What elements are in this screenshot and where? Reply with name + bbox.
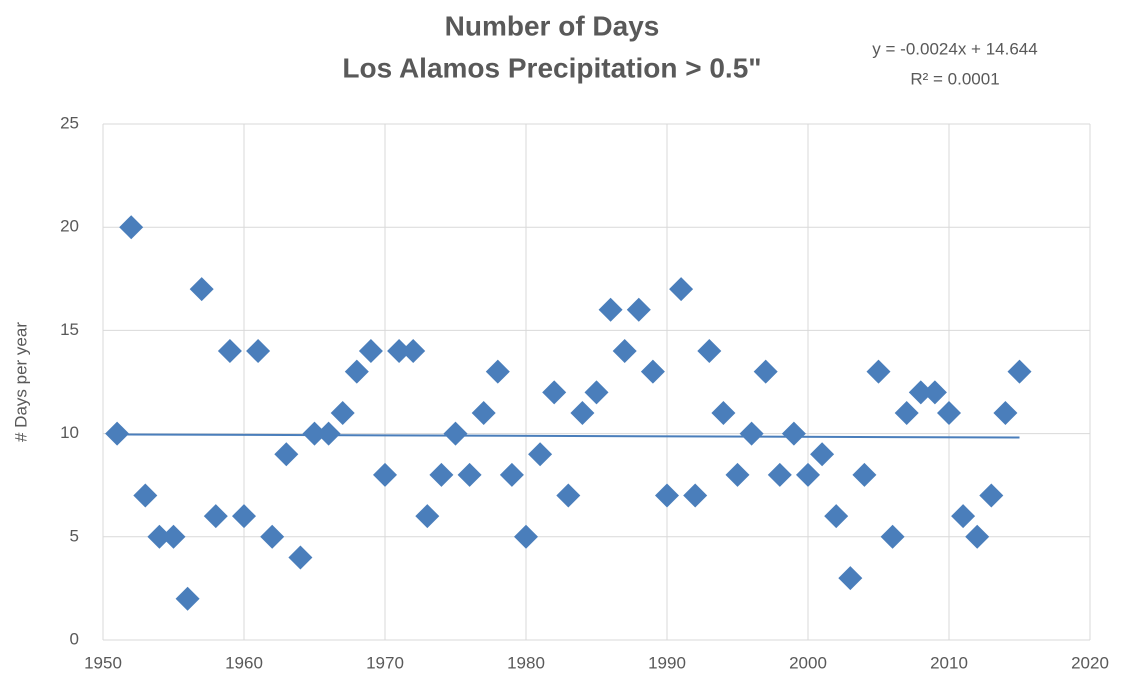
trend-equation: y = -0.0024x + 14.644 — [872, 39, 1037, 58]
x-tick-label: 1960 — [225, 653, 263, 672]
trendline — [117, 433, 1020, 439]
x-tick-label: 2000 — [789, 653, 827, 672]
y-tick-label: 15 — [60, 320, 79, 339]
point — [852, 462, 877, 487]
point — [387, 339, 412, 364]
point — [922, 380, 947, 405]
x-tick-label: 2020 — [1071, 653, 1109, 672]
point — [598, 297, 623, 322]
point — [655, 483, 679, 508]
point — [781, 421, 806, 446]
point — [824, 504, 849, 529]
x-tick-label: 1980 — [507, 653, 545, 672]
point — [993, 400, 1018, 425]
point — [880, 524, 905, 549]
point — [203, 504, 228, 529]
point — [979, 483, 1004, 508]
trend-r2: R² = 0.0001 — [910, 69, 999, 88]
x-tick-label: 1950 — [84, 653, 122, 672]
point — [316, 421, 341, 446]
point — [951, 504, 976, 529]
point — [528, 442, 553, 467]
y-tick-label: 5 — [70, 526, 79, 545]
point — [161, 524, 186, 549]
point — [401, 339, 426, 364]
x-tick-label: 2010 — [930, 653, 968, 672]
point — [965, 524, 990, 549]
point — [810, 442, 835, 467]
point — [330, 400, 355, 425]
point — [739, 421, 764, 446]
point — [217, 339, 242, 364]
y-axis-label: # Days per year — [11, 322, 30, 442]
y-tick-label: 0 — [70, 629, 79, 648]
x-tick-label: 1990 — [648, 653, 686, 672]
point — [189, 277, 214, 302]
point — [415, 504, 440, 529]
point — [866, 359, 891, 384]
point — [274, 442, 299, 467]
point — [485, 359, 510, 384]
point — [838, 566, 863, 591]
point — [753, 359, 778, 384]
point — [344, 359, 369, 384]
point — [908, 380, 933, 405]
point — [1007, 359, 1032, 384]
point — [105, 421, 130, 446]
point — [711, 400, 736, 425]
point — [147, 524, 172, 549]
point — [499, 462, 524, 487]
point — [457, 462, 482, 487]
point — [302, 421, 327, 446]
point — [429, 462, 454, 487]
point — [767, 462, 792, 487]
point — [669, 277, 694, 302]
point — [443, 421, 468, 446]
y-tick-label: 25 — [60, 113, 79, 132]
point — [288, 545, 313, 570]
point — [232, 504, 256, 529]
point — [175, 586, 200, 611]
point — [697, 339, 722, 364]
point — [937, 400, 961, 425]
point — [246, 339, 271, 364]
point — [626, 297, 651, 322]
point — [612, 339, 637, 364]
point — [683, 483, 708, 508]
point — [584, 380, 609, 405]
y-tick-label: 10 — [60, 423, 79, 442]
point — [373, 462, 397, 487]
point — [542, 380, 567, 405]
chart-title: Number of Days — [445, 10, 660, 41]
point — [471, 400, 496, 425]
point — [514, 524, 538, 549]
point — [133, 483, 158, 508]
point — [894, 400, 919, 425]
point — [358, 339, 383, 364]
point — [260, 524, 285, 549]
point — [640, 359, 665, 384]
point — [725, 462, 750, 487]
point — [570, 400, 595, 425]
x-tick-label: 1970 — [366, 653, 404, 672]
point — [119, 215, 144, 240]
point — [796, 462, 820, 487]
point — [556, 483, 581, 508]
chart-subtitle: Los Alamos Precipitation > 0.5" — [342, 52, 761, 83]
y-tick-label: 20 — [60, 217, 79, 236]
